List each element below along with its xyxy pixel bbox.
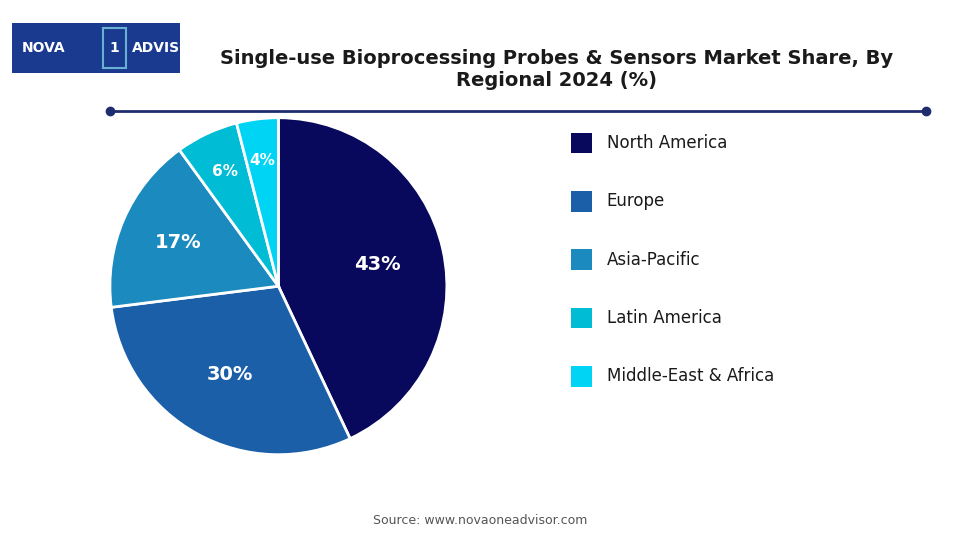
Text: Single-use Bioprocessing Probes & Sensors Market Share, By
Regional 2024 (%): Single-use Bioprocessing Probes & Sensor… xyxy=(220,49,894,90)
Text: 6%: 6% xyxy=(211,164,237,179)
Wedge shape xyxy=(110,150,278,307)
Text: 43%: 43% xyxy=(353,255,400,274)
Text: 1: 1 xyxy=(109,41,119,55)
Text: ADVISOR: ADVISOR xyxy=(132,41,203,55)
Text: Middle-East & Africa: Middle-East & Africa xyxy=(607,367,774,386)
Text: 17%: 17% xyxy=(155,233,202,252)
Text: North America: North America xyxy=(607,134,727,152)
Text: Asia-Pacific: Asia-Pacific xyxy=(607,251,701,269)
Wedge shape xyxy=(278,118,446,438)
Text: Latin America: Latin America xyxy=(607,309,722,327)
Text: Europe: Europe xyxy=(607,192,665,211)
Wedge shape xyxy=(180,123,278,286)
Wedge shape xyxy=(111,286,350,455)
Text: 4%: 4% xyxy=(250,153,276,168)
Wedge shape xyxy=(236,118,278,286)
Text: 30%: 30% xyxy=(206,365,252,384)
Text: NOVA: NOVA xyxy=(22,41,65,55)
Text: Source: www.novaoneadvisor.com: Source: www.novaoneadvisor.com xyxy=(372,514,588,526)
